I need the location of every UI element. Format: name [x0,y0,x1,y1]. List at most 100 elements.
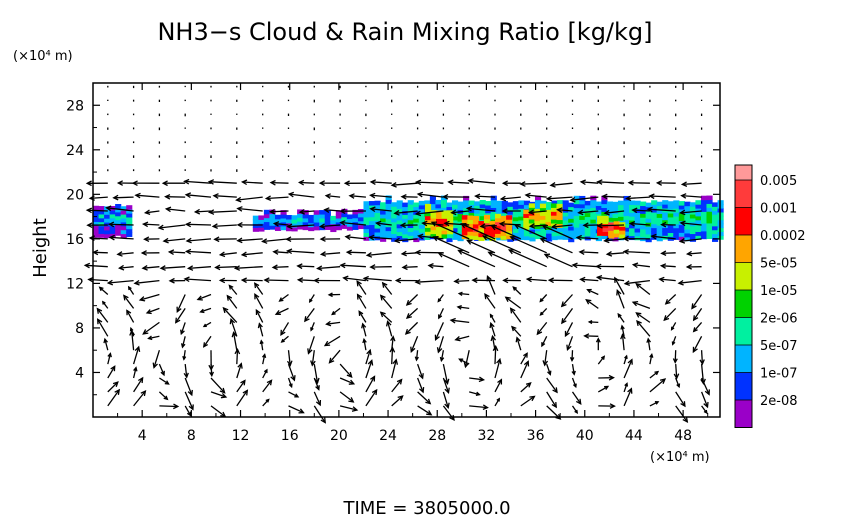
wind-vector-head [467,178,474,184]
cloud-cell [601,234,608,240]
wind-vector [255,309,264,323]
cloud-cell [441,229,448,235]
wind-vector-head [162,237,169,244]
wind-vector-head [427,262,434,269]
cloud-cell [474,205,481,210]
cloud-cell [396,235,403,240]
wind-vector-head [271,264,278,271]
wind-vector [448,181,470,184]
cloud-cell [568,233,575,239]
cloud-cell [461,230,468,236]
cloud-cell [402,218,409,223]
wind-vector [435,322,444,340]
wind-vector [520,395,535,407]
wind-vector-head [432,236,439,242]
cloud-cell [269,217,276,222]
cloud-cell [512,216,519,222]
cloud-cell [369,212,376,218]
cloud-cell [402,225,409,231]
cloud-cell [363,205,370,210]
wind-vector [371,181,392,184]
wind-vector-head [583,333,590,339]
cloud-cell [93,213,100,219]
cloud-cell [120,206,127,211]
wind-vector [126,310,135,323]
cloud-cell [518,223,525,229]
cloud-cell [447,214,454,219]
cloud-cell [584,216,591,221]
wind-vector [514,224,547,240]
wind-vector-head [631,262,639,269]
wind-vector [106,207,134,212]
wind-vector-head [543,253,551,259]
wind-vector-head [287,191,295,198]
wind-vector [602,195,625,198]
cloud-cell [302,225,309,231]
wind-vector-head [596,222,603,229]
wind-vector [678,279,702,284]
wind-vector [597,276,625,282]
cloud-cell [712,202,719,207]
wind-vector [326,321,341,325]
wind-vector [510,308,522,323]
wind-vector [210,405,226,418]
cloud-cell [120,233,127,239]
cloud-cell [523,221,530,226]
wind-vector-head [430,221,438,227]
wind-vector [536,321,548,335]
x-tick-label: 20 [330,428,348,444]
wind-vector [97,318,109,337]
cloud-cell [335,210,342,215]
wind-vector-head [123,294,129,301]
cloud-cell [291,223,298,228]
wind-vector [262,354,266,365]
wind-vector-head [133,279,140,286]
wind-vector [700,391,709,408]
cloud-cell [568,214,575,219]
cloud-cell [457,201,464,207]
cloud-cell [380,206,387,211]
wind-vector-head [443,378,450,386]
cloud-cell [104,221,111,227]
cloud-cell [550,203,558,208]
wind-vector [132,367,137,379]
wind-vector [160,266,186,269]
cloud-cell [689,213,697,219]
wind-vector-head [566,344,572,352]
wind-vector-head [369,206,376,213]
wind-vector-head [98,286,104,292]
cloud-cell [684,201,691,207]
wind-vector [287,350,291,366]
cloud-cell [263,221,271,226]
cloud-cell [695,200,702,205]
cloud-cell [501,200,508,206]
wind-vector-head [489,313,494,318]
wind-vector-head [625,195,632,202]
wind-vector-head [345,249,352,256]
wind-vector-head [379,294,386,301]
cloud-cell [472,219,480,225]
wind-vector [607,252,625,255]
cloud-cell [613,232,620,238]
wind-vector [343,277,366,282]
wind-vector-head [85,207,93,214]
wind-vector-head [512,286,517,291]
wind-vector-head [438,314,443,320]
wind-vector [146,307,160,314]
wind-vector [438,252,470,268]
wind-vector-head [320,417,326,424]
cloud-cell [656,236,663,242]
wind-vector [682,182,702,186]
wind-vector [661,265,676,268]
wind-vector-head [228,284,234,290]
cloud-cell [380,213,387,219]
colorbar-label: 0.005 [760,174,797,189]
wind-vector-head [595,263,602,270]
cloud-cell [374,212,381,217]
cloud-cell [280,217,287,223]
colorbar-label: 5e-05 [760,257,798,272]
wind-vector-head [692,346,698,354]
cloud-cell [413,229,420,235]
wind-vector-head [264,195,272,202]
wind-vector-head [649,353,654,358]
